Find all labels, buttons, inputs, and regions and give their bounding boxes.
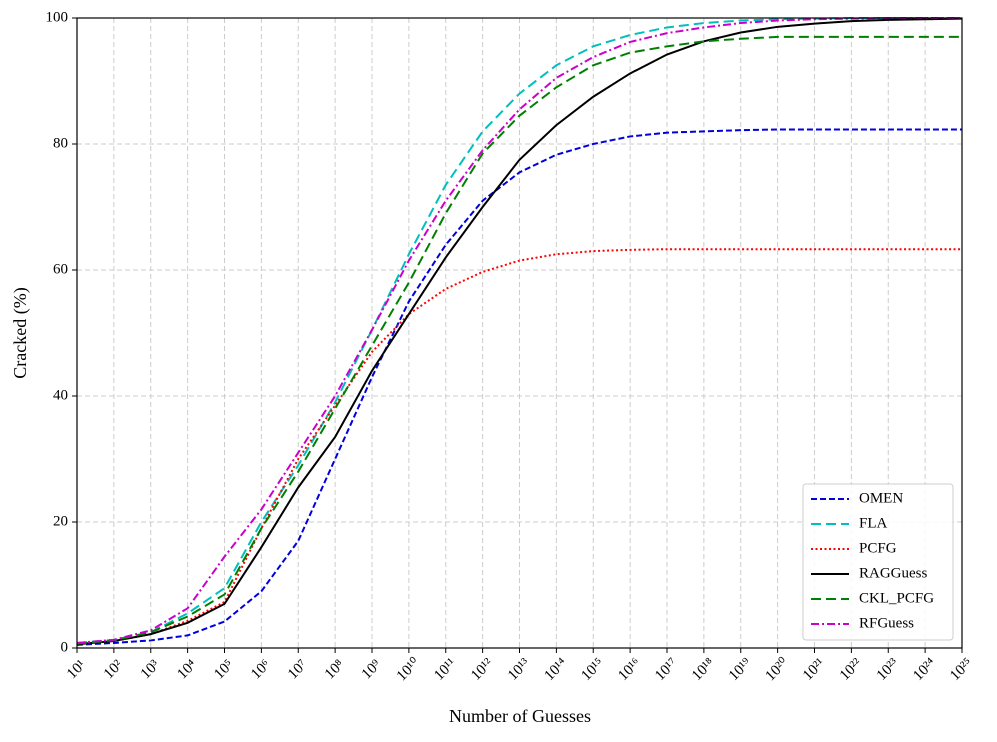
x-tick-label: 10¹⁵ (578, 655, 607, 684)
y-tick-label: 0 (61, 639, 69, 655)
x-tick-label: 10¹ (64, 657, 89, 682)
x-tick-label: 10⁷ (285, 657, 311, 683)
series-line (76, 128, 962, 646)
x-tick-label: 10¹⁸ (689, 655, 718, 684)
legend: OMEN FLA PCFG RAGGuess CKL_PCFG RFGuess (802, 483, 954, 641)
x-tick-label: 10¹¹ (431, 655, 459, 683)
x-tick-label: 10³ (138, 657, 163, 682)
x-tick-label: 10¹⁰ (394, 655, 423, 684)
x-tick-label: 10⁸ (322, 657, 348, 683)
x-tick-label: 10²³ (874, 655, 903, 684)
x-tick-label: 10¹⁶ (615, 655, 644, 684)
legend-box (802, 483, 954, 641)
x-tick-label: 10¹⁹ (726, 655, 755, 684)
x-tick-label: 10⁶ (248, 657, 274, 683)
y-tick-label: 20 (53, 513, 68, 529)
x-tick-label: 10⁹ (359, 657, 385, 683)
y-tick-label: 40 (53, 387, 68, 403)
x-tick-label: 10¹² (468, 655, 497, 684)
x-axis-label: Number of Guesses (449, 706, 591, 726)
series-line (76, 35, 962, 645)
y-tick-label: 80 (53, 135, 68, 151)
x-tick-label: 10²¹ (800, 655, 828, 683)
x-tick-label: 10²⁰ (763, 655, 792, 684)
y-tick-label: 60 (53, 261, 68, 277)
x-tick-label: 10²⁵ (947, 655, 976, 684)
series-line (76, 17, 962, 644)
series-line (76, 17, 963, 646)
x-tick-label: 10⁴ (174, 657, 200, 683)
legend-label: RFGuess (859, 615, 914, 631)
legend-label: RAGGuess (859, 565, 927, 581)
y-tick-label: 100 (46, 9, 69, 25)
x-tick-label: 10¹⁴ (542, 655, 571, 684)
series-line (76, 248, 962, 646)
legend-label: FLA (859, 515, 888, 531)
legend-label: PCFG (859, 540, 897, 556)
x-tick-label: 10¹⁷ (652, 655, 681, 684)
plot-frame (76, 17, 963, 649)
x-tick-label: 10⁵ (211, 657, 237, 683)
x-tick-label: 10²² (837, 655, 866, 684)
x-tick-label: 10²⁴ (910, 655, 939, 684)
legend-label: OMEN (859, 490, 903, 506)
legend-label: CKL_PCFG (859, 590, 934, 606)
y-axis-label: Cracked (%) (10, 287, 31, 378)
x-tick-label: 10² (101, 657, 126, 682)
x-tick-label: 10¹³ (505, 655, 534, 684)
